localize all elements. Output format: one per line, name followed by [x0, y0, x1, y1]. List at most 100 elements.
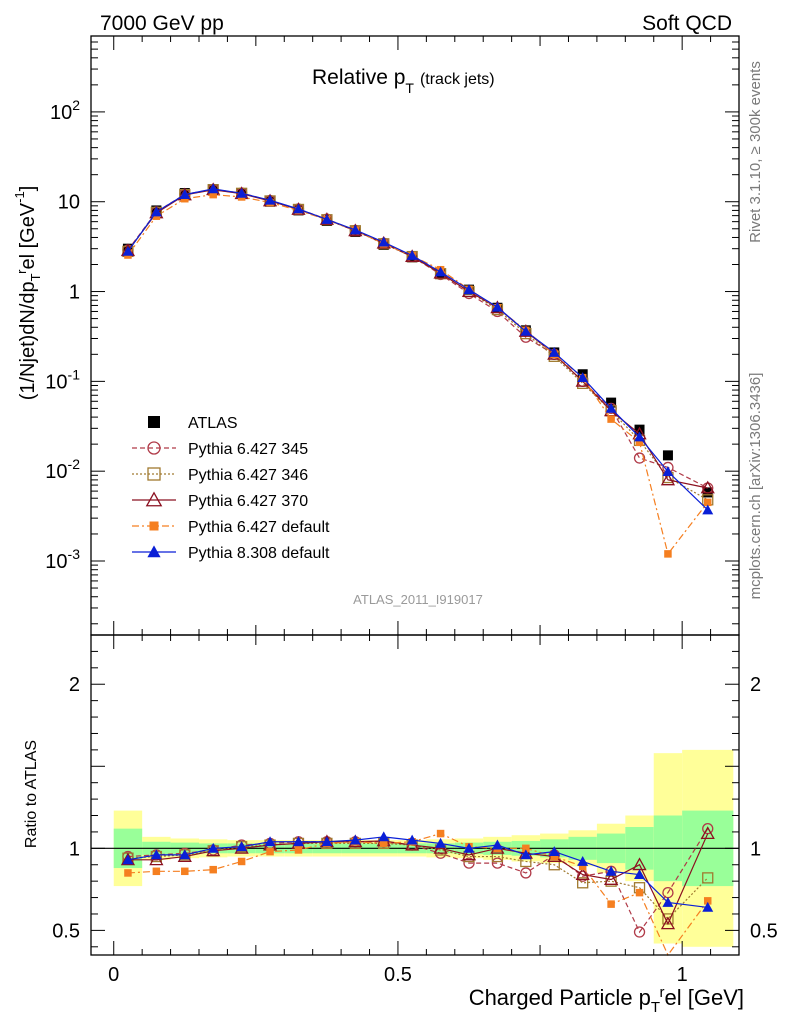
ratio-data-point [181, 867, 189, 876]
main-y-axis-label: (1/Njet)dN/dpTrel [GeV-1] [12, 186, 43, 401]
title-text: Relative p [312, 66, 405, 89]
main-y-tick-label: 10-2 [45, 456, 80, 483]
ratio-data-point [548, 846, 560, 857]
analysis-tag: ATLAS_2011_I919017 [353, 592, 483, 607]
main-series-line [127, 188, 709, 511]
ratio-series-line [127, 828, 709, 934]
main-data-point [635, 438, 644, 446]
ratio-data-point [379, 839, 388, 848]
main-y-tick-label: 1 [69, 282, 80, 304]
x-tick-label: 1 [677, 964, 688, 986]
mcplots-label: mcplots.cern.ch [arXiv:1306.3436] [747, 373, 764, 600]
ratio-data-point [461, 847, 477, 861]
ratio-data-point [700, 826, 715, 840]
ratio-data-point [292, 836, 304, 847]
legend-label: Pythia 6.427 370 [188, 493, 308, 510]
ratio-panel-series [120, 822, 715, 957]
main-data-point [660, 472, 676, 486]
main-data-point [605, 402, 617, 413]
main-data-point [548, 346, 560, 357]
main-data-point [207, 183, 219, 194]
ratio-data-point [578, 862, 587, 871]
legend-marker [145, 491, 163, 507]
main-data-point [520, 325, 532, 336]
legend: ATLAS Pythia 6.427 345 Pythia 6.427 346 Pyt… [132, 415, 330, 562]
main-data-point [236, 187, 248, 198]
main-data-point [606, 397, 617, 408]
ratio-data-point [577, 877, 589, 889]
axis-ticks [91, 35, 740, 955]
ratio-data-point [436, 829, 445, 838]
ratio-data-point [660, 916, 676, 930]
main-data-point [607, 415, 615, 423]
legend-marker [148, 416, 160, 428]
x-tick-label: 0.5 [384, 964, 412, 986]
rivet-label: Rivet 3.1.10, ≥ 300k events [747, 61, 764, 243]
main-data-point [150, 206, 162, 217]
ratio-data-point [152, 867, 161, 876]
axis-labels: 0 0.5 1 10-3 10-2 10-1 1 10 102 0.5 0.5 1 1 2 2 [45, 97, 778, 986]
ratio-data-point [207, 842, 219, 853]
legend-marker [147, 441, 161, 455]
ratio-data-point [378, 831, 390, 842]
ratio-data-point [522, 844, 530, 853]
main-data-point [634, 431, 646, 442]
svg-text:Relative pT(track jets): Relative pT (track jets) [312, 66, 495, 96]
legend-entry: ATLAS [148, 415, 238, 432]
x-axis-label: Charged Particle pTrel [GeV] [469, 984, 744, 1016]
ratio-data-point [294, 846, 303, 854]
main-data-point [292, 203, 304, 214]
ratio-data-point [520, 867, 532, 879]
ratio-data-point [575, 867, 590, 881]
ratio-data-point [635, 888, 644, 897]
ratio-y-tick-label: 0.5 [52, 920, 80, 942]
legend-marker [147, 545, 161, 558]
legend-entry: Pythia 6.427 default [132, 519, 330, 536]
main-data-point [633, 452, 646, 464]
ratio-data-point [236, 841, 248, 852]
title-subscript: T [405, 80, 414, 96]
legend-marker [147, 467, 161, 481]
main-data-point [700, 480, 715, 494]
legend-label: Pythia 6.427 346 [188, 467, 308, 484]
main-data-point [349, 224, 361, 235]
ratio-y-tick-label: 1 [69, 838, 80, 860]
x-tick-label: 0 [108, 964, 119, 986]
legend-entry: Pythia 8.308 default [132, 545, 330, 562]
ratio-data-point [491, 839, 503, 850]
ratio-data-point [122, 854, 134, 865]
ratio-data-point [607, 900, 615, 908]
panel-frames [90, 35, 740, 956]
svg-text:Charged Particle pTrel [GeV]: Charged Particle pTrel [GeV] [469, 984, 744, 1016]
legend-marker [149, 521, 159, 531]
ratio-series-4 [122, 831, 714, 912]
ratio-data-point [179, 849, 191, 860]
ratio-data-point [550, 852, 559, 861]
header-left: 7000 GeV pp [100, 12, 224, 35]
main-data-point [491, 301, 503, 312]
legend-label: Pythia 6.427 default [188, 519, 330, 536]
header-right: Soft QCD [642, 12, 732, 35]
ratio-data-point [577, 855, 589, 866]
legend-entry: Pythia 6.427 346 [132, 467, 308, 484]
ratio-data-point [321, 836, 333, 847]
ratio-data-point [491, 857, 504, 869]
ratio-data-point [605, 875, 617, 887]
main-data-point [179, 189, 191, 200]
main-data-point [435, 266, 447, 277]
main-data-point [634, 424, 645, 435]
main-data-point [264, 194, 276, 205]
ratio-data-point [463, 842, 475, 853]
ratio-data-point [266, 847, 274, 856]
ratio-data-point [406, 834, 418, 845]
main-data-point [321, 213, 333, 224]
plot-title: Relative pT (track jets) [312, 66, 495, 96]
legend-entry: Pythia 6.427 370 [132, 491, 308, 510]
ratio-data-point [702, 872, 714, 884]
ratio-y-tick-label: 2 [69, 674, 80, 696]
main-data-point [702, 504, 714, 515]
legend-label: ATLAS [188, 415, 238, 432]
ratio-data-point [605, 865, 617, 876]
main-data-point [406, 249, 418, 260]
ratio-data-point [435, 837, 447, 848]
